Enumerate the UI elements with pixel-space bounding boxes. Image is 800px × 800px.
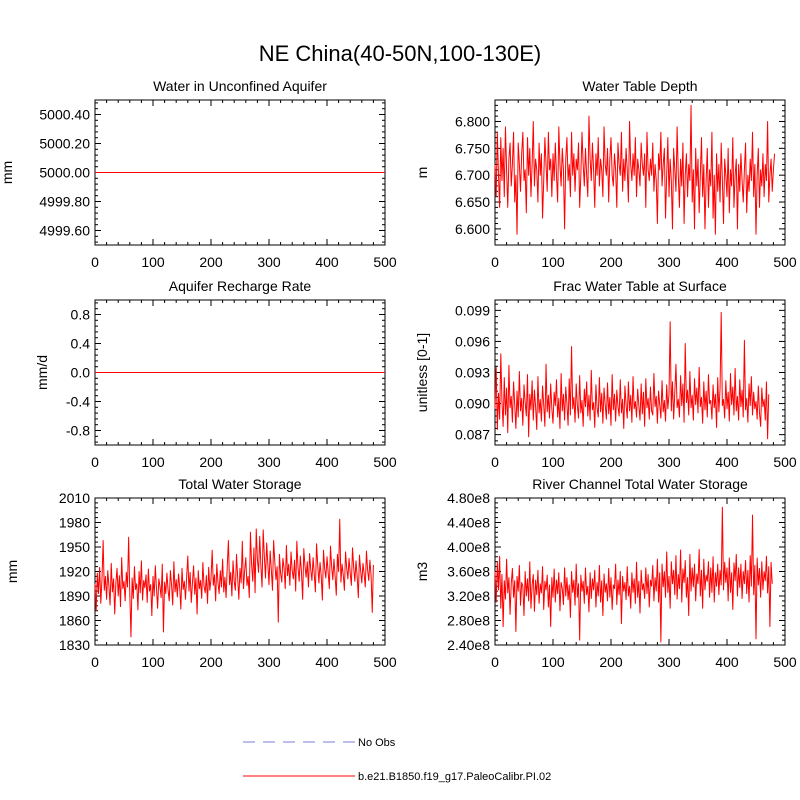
y-tick-label: 6.750 [455,140,490,156]
x-tick-label: 400 [715,654,739,670]
panel-water-table-depth: Water Table Depth m 0 100 200 300 400 500 6.600 6… [414,78,797,270]
y-tick-label: 6.800 [455,113,490,129]
series-line [494,506,773,643]
y-axis-label: unitless [0-1] [414,333,430,412]
x-tick-label: 100 [541,654,565,670]
x-tick-label: 100 [541,454,565,470]
y-tick-label: 1980 [59,515,90,531]
x-tick-label: 400 [315,454,339,470]
x-tick-label: 400 [315,254,339,270]
panel-title: Frac Water Table at Surface [553,278,727,294]
x-tick-label: 0 [91,654,99,670]
series-line [494,311,770,440]
y-tick-label: 4999.80 [39,194,90,210]
x-tick-label: 200 [199,254,223,270]
y-tick-label: 0.8 [71,307,91,323]
y-axis-label: mm [4,560,20,583]
chart-panels: Water in Unconfined Aquifer mm 0 100 200 300 4… [0,78,797,670]
y-tick-label: 6.700 [455,167,490,183]
x-tick-label: 400 [715,254,739,270]
x-tick-label: 500 [373,654,397,670]
y-tick-label: 4.80e8 [447,490,490,506]
panel-title: River Channel Total Water Storage [532,476,748,492]
y-tick-label: 1830 [59,637,90,653]
y-axis-label: m3 [414,562,430,582]
x-tick-label: 0 [491,254,499,270]
y-tick-label: 2010 [59,490,90,506]
y-tick-label: 0.096 [455,333,490,349]
x-tick-label: 500 [773,654,797,670]
x-tick-label: 100 [141,454,165,470]
y-tick-label: 2.40e8 [447,637,490,653]
y-tick-label: 0.093 [455,365,490,381]
x-tick-label: 0 [91,454,99,470]
x-tick-label: 300 [257,654,281,670]
x-tick-label: 500 [373,254,397,270]
y-tick-label: 4.40e8 [447,515,490,531]
x-tick-label: 100 [141,254,165,270]
panel-river-channel-total-water-storage: River Channel Total Water Storage m3 0 100 2… [414,476,797,670]
x-tick-label: 0 [91,254,99,270]
x-tick-label: 200 [599,254,623,270]
y-tick-label: 5000.40 [39,107,90,123]
x-tick-label: 500 [773,454,797,470]
x-tick-label: 400 [715,454,739,470]
x-tick-label: 200 [199,654,223,670]
panel-title: Total Water Storage [178,476,301,492]
y-tick-label: 1920 [59,564,90,580]
legend-label-model-run: b.e21.B1850.f19_g17.PaleoCalibr.PI.02 [358,771,551,783]
series-line [494,104,776,235]
y-tick-label: 1950 [59,539,90,555]
panel-frac-water-table-at-surface: Frac Water Table at Surface unitless [0-1… [414,278,797,470]
x-tick-label: 200 [199,454,223,470]
y-tick-label: 2.80e8 [447,613,490,629]
x-tick-label: 200 [599,454,623,470]
y-tick-label: 0.087 [455,427,490,443]
x-tick-label: 500 [773,254,797,270]
x-tick-label: 300 [657,254,681,270]
panel-title: Water Table Depth [582,78,697,94]
panel-title: Water in Unconfined Aquifer [153,78,327,94]
x-tick-label: 300 [257,254,281,270]
y-tick-label: 0.090 [455,396,490,412]
x-tick-label: 200 [599,654,623,670]
panel-total-water-storage: Total Water Storage mm 0 100 200 300 400 500 183… [4,476,397,670]
x-tick-label: 500 [373,454,397,470]
y-tick-label: 1890 [59,588,90,604]
x-tick-label: 400 [315,654,339,670]
series-line [94,518,374,638]
y-axis-label: m [414,167,430,179]
y-tick-label: -0.8 [66,423,90,439]
legend: No Obs b.e21.B1850.f19_g17.PaleoCalibr.P… [243,737,551,783]
x-tick-label: 0 [491,454,499,470]
y-tick-label: -0.4 [66,394,90,410]
y-tick-label: 1860 [59,613,90,629]
y-tick-label: 6.600 [455,221,490,237]
y-axis-label: mm/d [34,355,50,390]
x-tick-label: 100 [541,254,565,270]
y-tick-label: 0.0 [71,365,91,381]
y-tick-label: 4999.60 [39,223,90,239]
x-tick-label: 300 [657,654,681,670]
y-tick-label: 6.650 [455,194,490,210]
x-tick-label: 300 [657,454,681,470]
panel-title: Aquifer Recharge Rate [169,278,312,294]
panel-water-in-unconfined-aquifer: Water in Unconfined Aquifer mm 0 100 200 300 4… [0,78,397,270]
y-tick-label: 5000.00 [39,165,90,181]
plot-frame [494,299,786,446]
y-axis-label: mm [0,161,15,184]
y-tick-label: 4.00e8 [447,539,490,555]
x-tick-label: 100 [141,654,165,670]
y-tick-label: 0.4 [71,336,91,352]
y-tick-label: 0.099 [455,302,490,318]
y-tick-label: 5000.20 [39,136,90,152]
legend-label-no-obs: No Obs [358,737,396,749]
x-tick-label: 0 [491,654,499,670]
y-tick-label: 3.60e8 [447,564,490,580]
figure-title: NE China(40-50N,100-130E) [259,41,542,66]
y-tick-label: 3.20e8 [447,588,490,604]
x-tick-label: 300 [257,454,281,470]
panel-aquifer-recharge-rate: Aquifer Recharge Rate mm/d 0 100 200 300 400 50… [34,278,397,470]
